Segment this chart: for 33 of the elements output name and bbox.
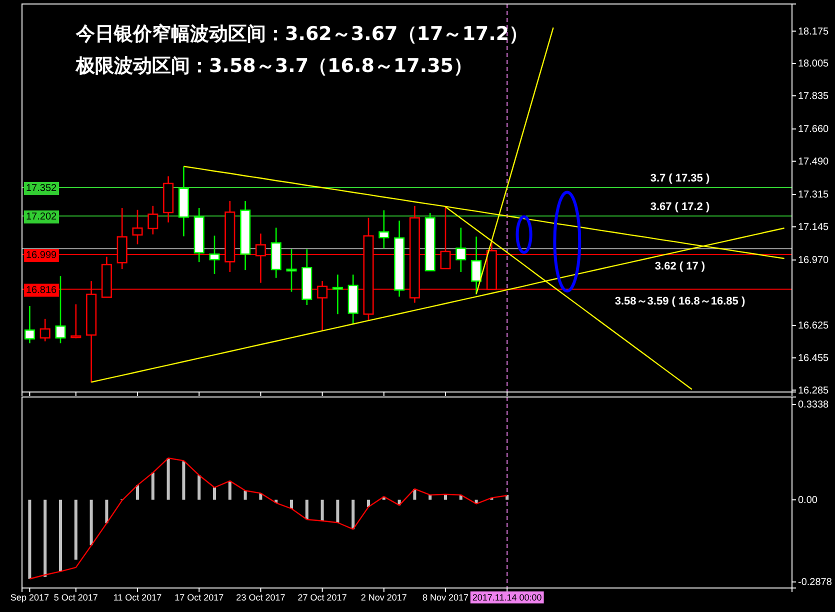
- x-tick-label: 5 Oct 2017: [54, 592, 98, 602]
- x-tick-label: 17 Oct 2017: [174, 592, 224, 602]
- x-tick-label: Sep 2017: [10, 592, 49, 602]
- y-tick-label: 0.00: [798, 494, 818, 506]
- x-tick-label: 8 Nov 2017: [422, 592, 469, 602]
- y-tick-label: 16.455: [798, 353, 830, 364]
- y-tick-label: 0.3338: [798, 400, 830, 411]
- x-tick-label: 11 Oct 2017: [113, 592, 162, 602]
- text: 极限波动区间：3.58～3.7（16.8～17.35）: [75, 55, 473, 77]
- text: 今日银价窄幅波动区间：3.62～3.67（17～17.2）: [75, 23, 528, 45]
- y-tick-label: 17.315: [798, 190, 830, 201]
- x-tick-label: 23 Oct 2017: [236, 592, 286, 602]
- y-tick-label: 16.970: [798, 255, 830, 266]
- x-tick-label: 2 Nov 2017: [360, 592, 407, 602]
- y-tick-label: 18.005: [798, 58, 830, 70]
- y-tick-label: 17.145: [798, 222, 830, 233]
- y-tick-label: 17.660: [798, 124, 830, 136]
- ref-line-label: 16.816: [26, 284, 58, 296]
- ref-line-label: 16.999: [26, 250, 58, 261]
- x-tick-label: 2017.11.14 00:00: [472, 592, 542, 602]
- y-tick-label: 16.285: [798, 385, 830, 396]
- ref-line-label: 17.352: [26, 182, 58, 194]
- ref-line-label: 17.202: [26, 211, 58, 222]
- y-tick-label: -0.2878: [798, 577, 832, 588]
- annotation: 3.67 ( 17.2 ): [650, 200, 710, 213]
- y-tick-label: 16.625: [798, 320, 830, 332]
- y-tick-label: 18.175: [798, 26, 830, 38]
- annotation: 3.58～3.59 ( 16.8～16.85 ): [614, 295, 746, 308]
- annotation: 3.62 ( 17 ): [654, 260, 706, 272]
- y-tick-label: 17.835: [798, 90, 830, 102]
- annotation: 3.7 ( 17.35 ): [650, 172, 710, 184]
- x-tick-label: 27 Oct 2017: [298, 592, 347, 602]
- y-tick-label: 17.490: [798, 156, 830, 168]
